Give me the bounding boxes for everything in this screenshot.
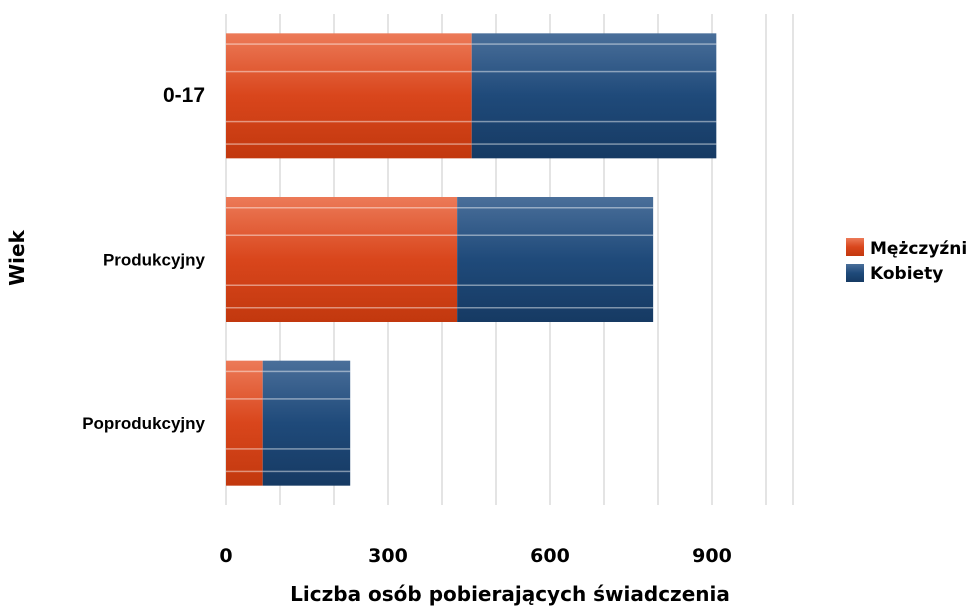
category-label: 0-17 (163, 84, 205, 107)
bar-highlight (226, 448, 263, 450)
bar-male (226, 197, 458, 322)
bar-highlight (471, 143, 717, 145)
bar-highlight (262, 370, 351, 373)
bar-highlight (457, 284, 654, 286)
category-label: Produkcyjny (103, 251, 206, 270)
bar-highlight (457, 307, 654, 309)
bar-highlight (471, 43, 717, 45)
category-label: Poprodukcyjny (82, 414, 205, 433)
bar-highlight (226, 43, 472, 45)
bar-highlight (226, 370, 263, 373)
bar-highlight (457, 207, 654, 209)
legend-label-male: Mężczyźni (870, 239, 967, 259)
bar-highlight (262, 448, 351, 450)
bars (226, 33, 717, 486)
bar-female (457, 197, 654, 322)
bar-highlight (226, 470, 263, 473)
bar-highlight (226, 143, 472, 145)
bar-highlight (226, 398, 263, 400)
legend: Mężczyźni Kobiety (846, 238, 967, 284)
x-axis-title: Liczba osób pobierających świadczenia (290, 582, 730, 606)
bar-highlight (457, 234, 654, 236)
bar-female (262, 360, 351, 486)
bar-female (471, 33, 717, 159)
bar-highlight (471, 70, 717, 73)
bar-highlight (226, 207, 458, 209)
bar-highlight (226, 234, 458, 236)
bar-highlight (471, 120, 717, 123)
x-tick-label: 900 (692, 545, 732, 567)
category-labels: 0-17 Produkcyjny Poprodukcyjny (82, 84, 205, 433)
x-tick-label: 600 (530, 545, 570, 567)
bar-highlight (226, 70, 472, 73)
x-tick-labels: 0 300 600 900 (219, 545, 731, 567)
bar-highlight (262, 470, 351, 473)
legend-swatch-female (846, 264, 864, 282)
bar-highlight (262, 398, 351, 400)
y-axis-title: Wiek (5, 229, 29, 285)
x-tick-label: 0 (219, 545, 232, 567)
x-tick-label: 300 (368, 545, 408, 567)
bar-highlight (226, 284, 458, 286)
bar-male (226, 360, 263, 486)
bar-male (226, 33, 472, 159)
legend-label-female: Kobiety (870, 264, 943, 284)
bar-highlight (226, 307, 458, 309)
legend-swatch-male (846, 238, 864, 256)
bar-highlight (226, 120, 472, 123)
